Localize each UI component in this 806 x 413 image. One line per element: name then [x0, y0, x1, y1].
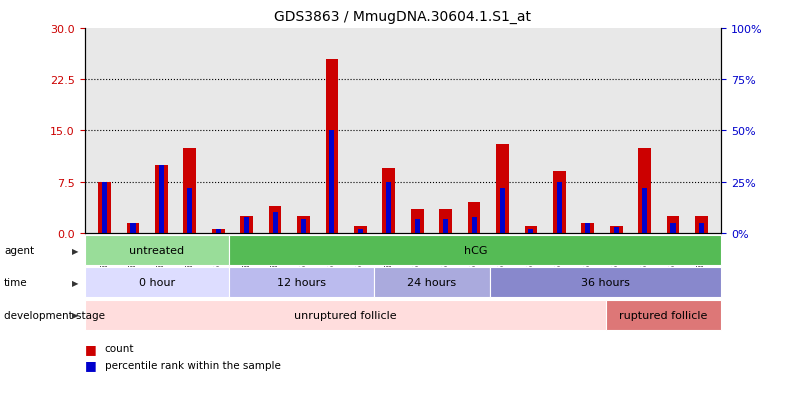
Bar: [354, 226, 367, 233]
Text: ▶: ▶: [72, 246, 78, 255]
Text: count: count: [105, 344, 135, 354]
Bar: [699, 223, 704, 233]
Bar: [382, 169, 395, 233]
Bar: [529, 229, 534, 233]
Text: time: time: [4, 278, 27, 288]
Bar: [467, 203, 480, 233]
Bar: [439, 209, 452, 233]
Bar: [212, 230, 225, 233]
Bar: [557, 182, 562, 233]
Text: ■: ■: [85, 358, 97, 372]
Text: 12 hours: 12 hours: [277, 278, 326, 288]
Bar: [187, 188, 193, 233]
Bar: [496, 145, 509, 233]
Bar: [581, 223, 594, 233]
Text: percentile rank within the sample: percentile rank within the sample: [105, 360, 280, 370]
Bar: [268, 206, 281, 233]
Text: GDS3863 / MmugDNA.30604.1.S1_at: GDS3863 / MmugDNA.30604.1.S1_at: [275, 10, 531, 24]
Bar: [610, 226, 622, 233]
Text: 24 hours: 24 hours: [407, 278, 456, 288]
Text: ■: ■: [85, 342, 97, 355]
Bar: [127, 223, 139, 233]
Bar: [411, 209, 424, 233]
Bar: [585, 223, 590, 233]
Bar: [667, 216, 679, 233]
Text: ▶: ▶: [72, 278, 78, 287]
Bar: [525, 226, 538, 233]
Bar: [671, 223, 675, 233]
Bar: [102, 182, 107, 233]
Bar: [695, 216, 708, 233]
Bar: [326, 59, 339, 233]
Text: ruptured follicle: ruptured follicle: [619, 310, 708, 320]
Bar: [553, 172, 566, 233]
Text: development stage: development stage: [4, 310, 105, 320]
Text: unruptured follicle: unruptured follicle: [294, 310, 397, 320]
Bar: [414, 219, 420, 233]
Bar: [358, 229, 363, 233]
Bar: [297, 216, 310, 233]
Bar: [386, 182, 392, 233]
Bar: [500, 188, 505, 233]
Text: agent: agent: [4, 245, 34, 256]
Text: ▶: ▶: [72, 311, 78, 319]
Text: untreated: untreated: [130, 245, 185, 256]
Bar: [642, 188, 647, 233]
Bar: [638, 148, 651, 233]
Text: 0 hour: 0 hour: [139, 278, 175, 288]
Text: 36 hours: 36 hours: [581, 278, 630, 288]
Bar: [98, 182, 111, 233]
Bar: [159, 166, 164, 233]
Text: hCG: hCG: [463, 245, 487, 256]
Bar: [240, 216, 253, 233]
Bar: [131, 223, 135, 233]
Bar: [184, 148, 196, 233]
Bar: [472, 217, 476, 233]
Bar: [443, 219, 448, 233]
Bar: [216, 229, 221, 233]
Bar: [244, 217, 249, 233]
Bar: [272, 213, 277, 233]
Bar: [301, 219, 306, 233]
Bar: [155, 165, 168, 233]
Bar: [330, 131, 334, 233]
Bar: [613, 227, 619, 233]
